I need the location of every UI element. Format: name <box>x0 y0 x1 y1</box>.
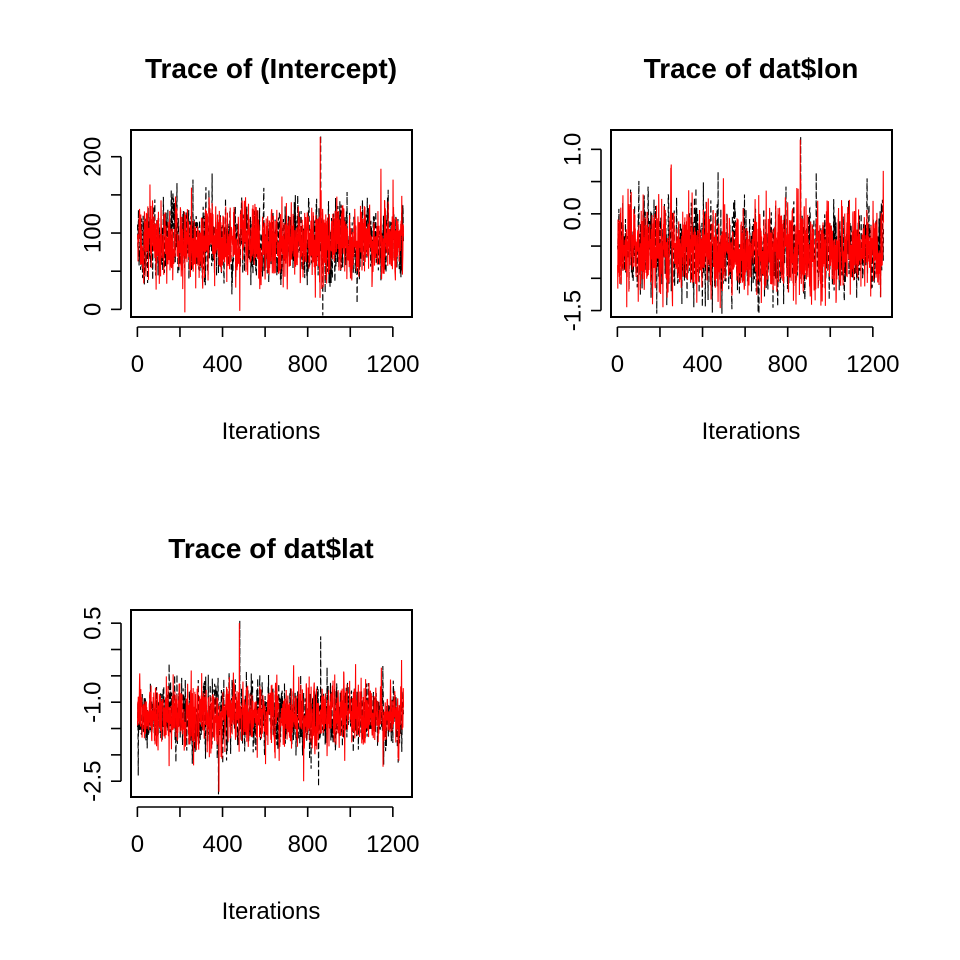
x-axis-label: Iterations <box>222 898 321 925</box>
y-tick-label: 1.0 <box>560 133 587 166</box>
x-axis: 0 400 800 1200 <box>131 806 420 858</box>
series-line <box>617 139 885 309</box>
panel-dat-lat: Trace of dat$lat 0 400 800 1200 -2.5 -1.0 0.5… <box>80 533 420 925</box>
x-axis-label: Iterations <box>702 418 801 445</box>
x-tick-label: 800 <box>288 351 328 378</box>
x-axis: 0 400 800 1200 <box>611 326 900 378</box>
y-tick-label: -2.5 <box>80 761 107 802</box>
y-axis: -2.5 -1.0 0.5 <box>80 606 122 802</box>
x-tick-label: 400 <box>203 831 243 858</box>
plot-area <box>137 135 405 316</box>
x-tick-label: 0 <box>611 351 624 378</box>
series-line <box>137 136 405 313</box>
y-tick-label: 200 <box>80 137 107 177</box>
x-axis-label: Iterations <box>222 418 321 445</box>
chart-title: Trace of dat$lat <box>168 533 373 564</box>
y-tick-label: -1.0 <box>80 682 107 723</box>
x-tick-label: 1200 <box>846 351 899 378</box>
plot-frame <box>130 609 413 798</box>
y-tick-label: 0 <box>80 303 107 316</box>
chart-title: Trace of (Intercept) <box>145 53 397 84</box>
plot-frame <box>610 129 893 318</box>
plot-frame <box>130 129 413 318</box>
x-tick-label: 0 <box>131 831 144 858</box>
x-axis: 0 400 800 1200 <box>131 326 420 378</box>
x-tick-label: 1200 <box>366 351 419 378</box>
y-tick-label: 0.5 <box>80 606 107 639</box>
x-tick-label: 400 <box>203 351 243 378</box>
y-axis: 0 100 200 <box>80 137 122 316</box>
y-tick-label: 0.0 <box>560 197 587 230</box>
y-tick-label: 100 <box>80 213 107 253</box>
plot-area <box>617 136 885 314</box>
x-tick-label: 800 <box>768 351 808 378</box>
x-tick-label: 1200 <box>366 831 419 858</box>
x-tick-label: 400 <box>683 351 723 378</box>
panel-dat-lon: Trace of dat$lon 0 400 800 1200 -1.50.01.0 … <box>560 53 900 445</box>
plot-area <box>137 620 405 795</box>
y-axis: -1.5 0.0 1.0 <box>560 133 602 331</box>
chart-title: Trace of dat$lon <box>644 53 859 84</box>
x-tick-label: 0 <box>131 351 144 378</box>
panel-intercept: Trace of (Intercept) 0 400 800 1200 0 100 200… <box>80 53 420 445</box>
y-tick-label: -1.5 <box>560 290 587 331</box>
x-tick-label: 800 <box>288 831 328 858</box>
series-line <box>137 623 405 792</box>
